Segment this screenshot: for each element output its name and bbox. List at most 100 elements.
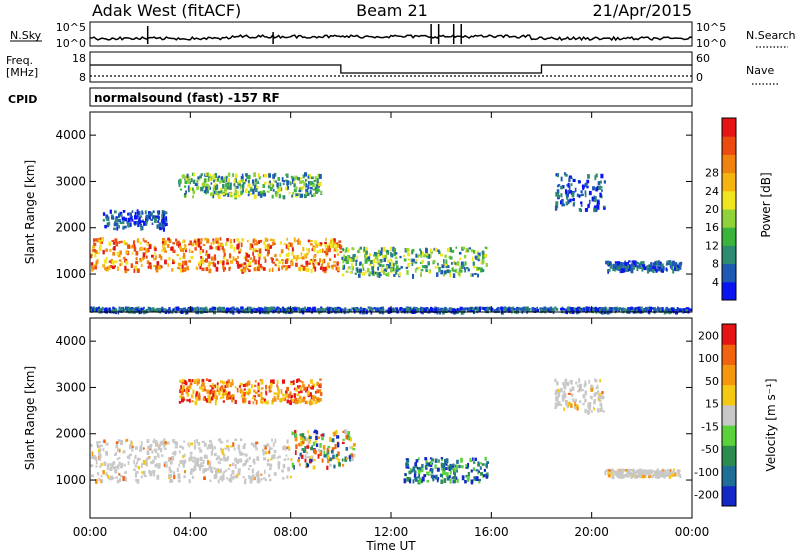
velocity-echo-cell (226, 381, 228, 384)
velocity-echo-cell (177, 479, 181, 483)
velocity-echo-cell (312, 383, 316, 388)
power-echo-cell (220, 176, 224, 181)
power-echo-cell (682, 308, 685, 314)
power-echo-cell (205, 267, 209, 272)
power-echo-cell (625, 262, 628, 267)
velocity-echo-cell (564, 393, 567, 399)
velocity-echo-cell (673, 468, 675, 471)
power-echo-cell (215, 237, 218, 243)
power-echo-cell (94, 253, 97, 258)
velocity-echo-cell (101, 479, 104, 483)
power-echo-cell (363, 246, 366, 252)
velocity-echo-cell (263, 399, 266, 404)
power-echo-cell (223, 187, 227, 192)
power-echo-cell (134, 266, 138, 271)
velocity-echo-cell (272, 398, 275, 403)
velocity-echo-cell (563, 384, 567, 389)
velocity-echo-cell (127, 460, 130, 466)
power-echo-cell (189, 186, 192, 191)
velocity-echo-cell (111, 462, 114, 468)
power-echo-cell (111, 216, 115, 220)
power-echo-cell (677, 264, 680, 268)
velocity-echo-cell (141, 471, 144, 474)
power-echo-cell (336, 243, 339, 248)
power-echo-cell (254, 239, 258, 243)
velocity-echo-cell (230, 445, 233, 448)
power-echo-cell (367, 259, 370, 262)
power-echo-cell (405, 266, 409, 269)
power-echo-cell (277, 188, 281, 193)
power-echo-cell (303, 181, 306, 186)
power-echo-cell (106, 266, 109, 270)
power-echo-cell (108, 307, 111, 310)
velocity-echo-cell (213, 395, 216, 400)
power-echo-cell (227, 178, 231, 183)
velocity-echo-cell (282, 477, 285, 480)
power-echo-cell (205, 173, 208, 176)
velocity-echo-cell (179, 396, 182, 399)
velocity-echo-cell (254, 384, 257, 388)
power-echo-cell (433, 259, 436, 263)
power-echo-cell (595, 208, 598, 212)
velocity-echo-cell (252, 458, 256, 464)
power-echo-cell (221, 192, 225, 196)
power-echo-cell (295, 186, 298, 190)
power-echo-cell (99, 244, 102, 248)
power-echo-cell (564, 173, 568, 177)
velocity-echo-cell (567, 401, 571, 407)
velocity-echo-cell (265, 384, 268, 390)
velocity-echo-cell (314, 395, 317, 399)
power-echo-cell (263, 181, 267, 185)
velocity-echo-cell (270, 458, 273, 461)
power-echo-cell (141, 307, 144, 310)
velocity-echo-cell (484, 473, 488, 477)
velocity-echo-cell (648, 473, 651, 478)
power-echo-cell (272, 184, 275, 188)
power-echo-cell (382, 246, 386, 252)
power-echo-cell (340, 309, 343, 314)
power-echo-cell (351, 256, 355, 260)
velocity-echo-cell (271, 455, 274, 460)
velocity-echo-cell (302, 450, 306, 453)
velocity-echo-cell (290, 382, 293, 386)
velocity-echo-cell (173, 474, 176, 480)
power-echo-cell (182, 252, 186, 258)
velocity-echo-cell (224, 447, 228, 450)
power-echo-cell (130, 263, 134, 269)
power-echo-cell (165, 216, 168, 220)
velocity-echo-cell (206, 468, 210, 471)
power-echo-cell (367, 306, 371, 309)
velocity-echo-cell (128, 456, 131, 460)
power-echo-cell (257, 306, 260, 310)
power-echo-cell (95, 308, 98, 313)
power-echo-cell (425, 268, 428, 273)
power-echo-cell (196, 181, 199, 184)
velocity-echo-cell (570, 403, 573, 408)
power-echo-cell (650, 268, 653, 272)
power-echo-cell (555, 201, 559, 205)
velocity-echo-cell (289, 391, 292, 395)
freq-unit-label: [MHz] (6, 66, 38, 79)
power-echo-cell (136, 306, 140, 311)
power-echo-cell (112, 306, 115, 311)
power-echo-cell (286, 237, 289, 241)
velocity-echo-cell (477, 471, 480, 475)
power-colorbar-tick: 28 (705, 167, 719, 180)
velocity-echo-cell (109, 463, 113, 466)
velocity-echo-cell (431, 474, 434, 477)
power-echo-cell (378, 261, 381, 267)
nave-tick-top: 60 (696, 52, 710, 65)
freq-label: Freq. (6, 54, 33, 67)
velocity-echo-cell (106, 474, 110, 479)
velocity-echo-cell (165, 461, 168, 466)
nave-label: Nave (746, 64, 774, 77)
velocity-echo-cell (269, 386, 273, 390)
power-echo-cell (156, 210, 160, 214)
power-echo-cell (336, 308, 338, 313)
power-echo-cell (624, 262, 627, 266)
power-echo-cell (290, 242, 293, 248)
power-echo-cell (323, 266, 327, 272)
velocity-echo-cell (485, 463, 488, 468)
velocity-echo-cell (190, 394, 194, 399)
power-echo-cell (607, 262, 609, 266)
